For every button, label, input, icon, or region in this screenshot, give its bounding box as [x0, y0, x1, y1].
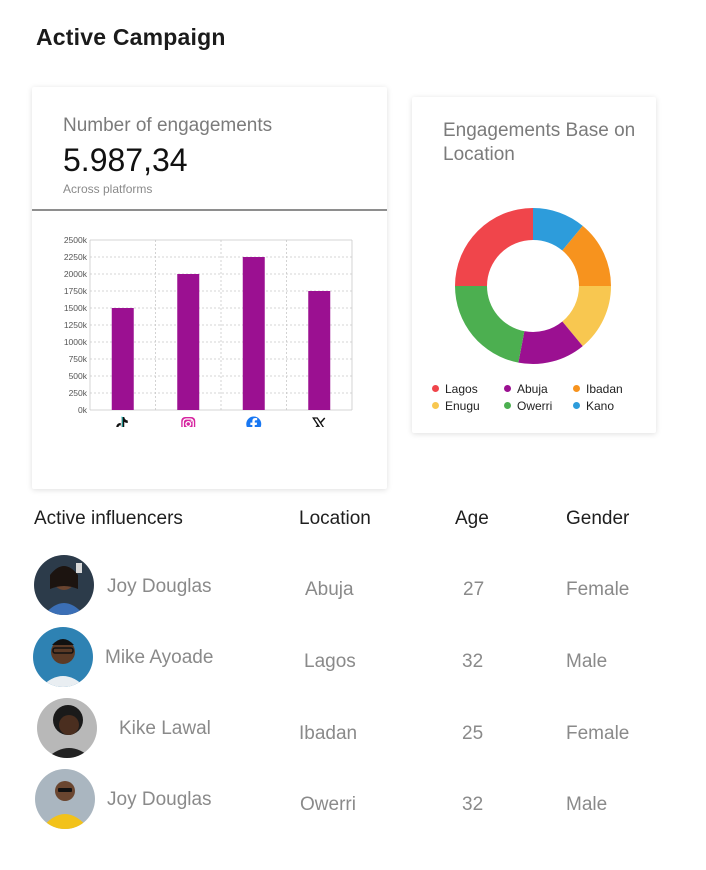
influencer-age: 27 [463, 579, 485, 600]
bar-x[interactable] [308, 291, 331, 410]
engagements-card: Number of engagements 5.987,34 Across pl… [32, 87, 387, 489]
influencer-gender: Female [566, 723, 630, 744]
header-location: Location [299, 508, 371, 529]
bar-facebook[interactable] [242, 257, 265, 410]
y-tick-label: 250k [69, 388, 88, 398]
influencer-location: Owerri [300, 794, 356, 815]
legend-label: Kano [586, 398, 615, 413]
influencer-name: Joy Douglas [107, 789, 212, 810]
page-title: Active Campaign [36, 24, 226, 50]
facebook-icon [246, 416, 262, 427]
influencer-gender: Male [566, 794, 608, 815]
bar-instagram[interactable] [177, 274, 200, 410]
header-age: Age [455, 508, 489, 529]
header-active-influencers: Active influencers [34, 508, 183, 529]
bar-tiktok[interactable] [111, 308, 134, 410]
legend-dot [504, 402, 511, 409]
y-tick-label: 2000k [64, 269, 88, 279]
donut-slice-owerri[interactable] [455, 286, 525, 363]
legend-label: Owerri [517, 398, 553, 413]
platform-bar-chart: 0k 250k 500k 750k 1000k 1250k 1500k 1750k 2000k 2… [64, 235, 353, 427]
influencer-gender: Female [566, 579, 630, 600]
influencer-gender: Male [566, 651, 608, 672]
y-tick-label: 1750k [64, 286, 88, 296]
influencer-location: Ibadan [299, 723, 358, 744]
table-row[interactable]: Joy Douglas Abuja 27 Female [0, 555, 706, 617]
y-tick-label: 1500k [64, 303, 88, 313]
legend-label: Ibadan [586, 381, 623, 396]
location-donut-chart [455, 208, 611, 364]
legend-dot [504, 385, 511, 392]
legend-label: Enugu [445, 398, 480, 413]
influencer-name: Joy Douglas [107, 576, 212, 597]
y-tick-label: 1250k [64, 320, 88, 330]
legend-item-lagos: Lagos [432, 382, 504, 396]
influencer-name: Mike Ayoade [105, 647, 214, 668]
legend-item-owerri: Owerri [504, 399, 573, 413]
y-tick-label: 0k [78, 405, 88, 415]
location-card: Engagements Base on Location Lagos Abuja I… [412, 97, 656, 433]
legend-label: Lagos [445, 381, 478, 396]
donut-slice-ibadan[interactable] [562, 225, 611, 286]
legend-dot [573, 402, 580, 409]
influencer-age: 25 [462, 723, 484, 744]
donut-slice-lagos[interactable] [455, 208, 533, 286]
header-gender: Gender [566, 508, 630, 529]
engagements-label: Number of engagements [63, 115, 273, 136]
tiktok-icon [116, 416, 128, 427]
donut-slice-kano[interactable] [533, 208, 583, 251]
y-tick-label: 750k [69, 354, 88, 364]
legend-dot [432, 385, 439, 392]
y-tick-label: 2250k [64, 252, 88, 262]
table-row[interactable]: Joy Douglas Owerri 32 Male [0, 769, 706, 831]
y-tick-label: 2500k [64, 235, 88, 245]
engagements-subtitle: Across platforms [63, 182, 153, 196]
legend-dot [432, 402, 439, 409]
donut-legend: Lagos Abuja Ibadan Enugu Owerri Kano [432, 380, 652, 414]
y-tick-label: 1000k [64, 337, 88, 347]
engagements-value: 5.987,34 [63, 142, 188, 178]
influencer-age: 32 [462, 651, 484, 672]
instagram-icon [181, 417, 196, 427]
legend-dot [573, 385, 580, 392]
legend-item-enugu: Enugu [432, 399, 504, 413]
donut-slice-abuja[interactable] [518, 321, 583, 364]
influencer-location: Lagos [304, 651, 356, 672]
avatar [34, 555, 94, 615]
influencer-location: Abuja [305, 579, 354, 600]
x-icon [312, 417, 326, 427]
avatar [37, 698, 97, 758]
legend-label: Abuja [517, 381, 548, 396]
legend-item-ibadan: Ibadan [573, 382, 643, 396]
influencer-age: 32 [462, 794, 484, 815]
legend-item-kano: Kano [573, 399, 643, 413]
influencer-name: Kike Lawal [119, 718, 211, 739]
table-row[interactable]: Mike Ayoade Lagos 32 Male [0, 627, 706, 689]
location-card-title: Engagements Base on Location [443, 120, 636, 165]
donut-slice-enugu[interactable] [562, 286, 611, 347]
legend-item-abuja: Abuja [504, 382, 573, 396]
card-divider [32, 209, 387, 211]
avatar [33, 627, 93, 687]
table-row[interactable]: Kike Lawal Ibadan 25 Female [0, 698, 706, 760]
avatar [35, 769, 95, 829]
y-tick-label: 500k [69, 371, 88, 381]
